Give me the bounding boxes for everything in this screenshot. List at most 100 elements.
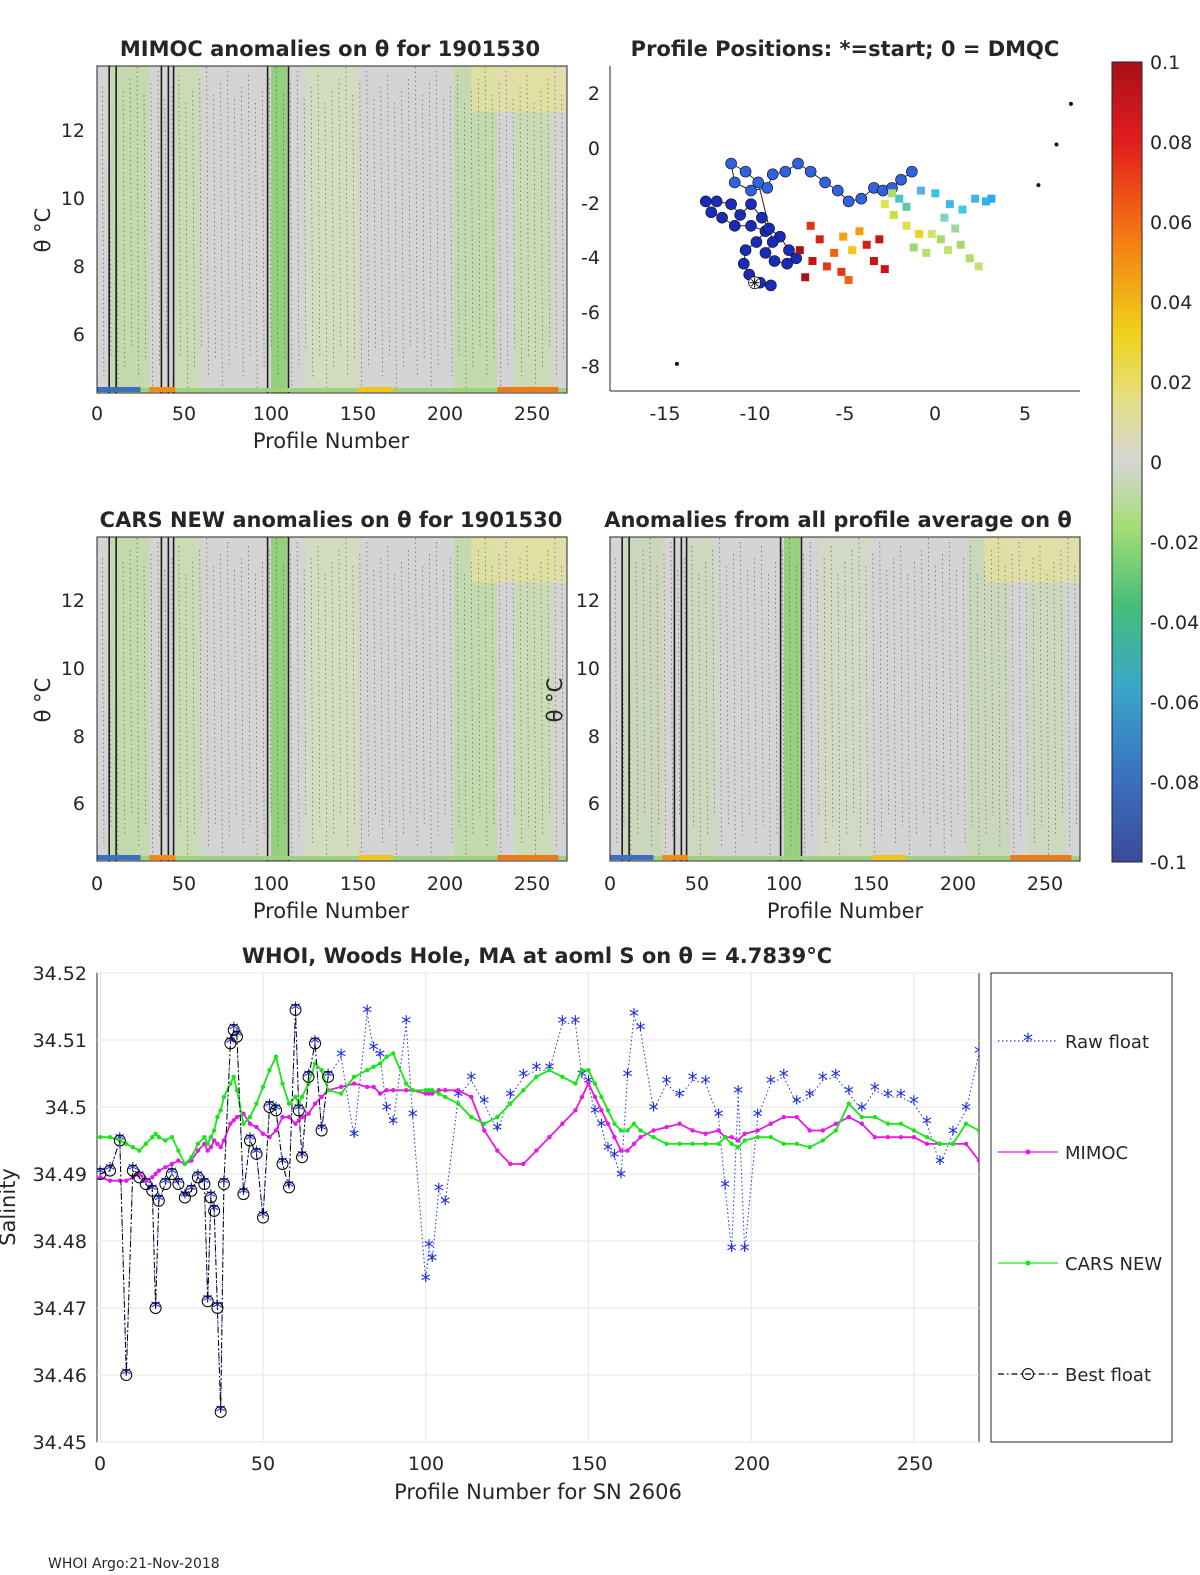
data-point	[338, 1084, 344, 1090]
contour-line	[656, 565, 660, 827]
data-point	[150, 1175, 155, 1180]
anomaly-band	[97, 856, 567, 860]
contour-line	[677, 569, 680, 817]
data-point	[599, 1108, 604, 1113]
data-point	[126, 1164, 139, 1177]
data-point	[124, 1178, 129, 1183]
data-point	[302, 1070, 315, 1083]
data-point	[292, 1104, 305, 1117]
anomaly-band	[784, 537, 800, 861]
data-point: *	[792, 1092, 802, 1116]
contour-line	[698, 573, 701, 857]
profile-position	[761, 182, 774, 194]
x-tick: 200	[734, 1453, 770, 1475]
data-point	[205, 1148, 210, 1153]
contour-line	[1004, 565, 1008, 827]
profile-position	[880, 265, 889, 274]
data-point: *	[629, 1005, 639, 1029]
contour-line	[422, 94, 425, 359]
contour-line	[649, 537, 653, 847]
contour-line	[540, 561, 543, 837]
x-tick: 50	[251, 1453, 275, 1475]
data-point: *	[427, 1249, 437, 1273]
contour-line	[614, 557, 618, 847]
y-axis-label: θ °C	[31, 208, 55, 253]
x-tick: 200	[427, 873, 463, 895]
start-marker	[750, 278, 759, 287]
data-point	[833, 1128, 838, 1133]
data-point	[423, 1091, 428, 1096]
x-tick: 50	[685, 873, 709, 895]
heatmap-background	[610, 537, 1080, 861]
contour-line	[795, 565, 799, 827]
contour-line	[429, 553, 432, 857]
contour-line	[914, 561, 917, 837]
data-point	[384, 1088, 389, 1093]
profile-position	[710, 195, 723, 208]
data-point	[315, 1124, 328, 1137]
profile-position	[922, 248, 931, 257]
contour-line	[635, 561, 639, 837]
data-point	[384, 1054, 389, 1059]
profile-position	[974, 262, 983, 271]
data-point: *	[623, 1065, 633, 1089]
contour-line	[101, 557, 105, 847]
data-point	[781, 1141, 786, 1147]
data-point	[286, 1101, 292, 1106]
profile-position	[779, 165, 792, 178]
data-point	[182, 1161, 188, 1167]
data-point: *	[766, 1072, 776, 1096]
colorbar-ticks: 0.1 0.08 0.06 0.04 0.02 0 -0.02 -0.04 -0…	[1150, 52, 1199, 874]
data-point: *	[727, 1239, 737, 1263]
contour-line	[317, 545, 321, 827]
contour-line	[143, 94, 147, 359]
data-point	[443, 1094, 448, 1100]
data-point	[296, 1151, 309, 1164]
legend-box	[990, 972, 1173, 1443]
data-point	[113, 1134, 126, 1147]
contour-line	[1074, 565, 1077, 827]
data-point	[260, 1084, 266, 1090]
legend-best: Best float	[998, 1365, 1151, 1386]
y-tick: 34.45	[33, 1432, 87, 1454]
dot-marker-icon	[1025, 1260, 1031, 1266]
profile-position	[745, 219, 757, 232]
panel-cars: CARS NEW anomalies on θ for 1901530 0 50…	[31, 508, 568, 923]
profile-position	[766, 168, 779, 181]
y-tick: 10	[61, 658, 85, 680]
data-point	[169, 1134, 175, 1140]
x-tick: 100	[766, 873, 802, 895]
data-point	[169, 1161, 175, 1167]
data-point	[605, 1108, 611, 1113]
colorbar-tick: 0.04	[1150, 292, 1192, 314]
data-point	[256, 1211, 269, 1224]
profile-position	[987, 194, 996, 203]
contour-line	[526, 545, 530, 827]
data-point: *	[424, 1236, 434, 1260]
anomaly-band	[453, 66, 498, 393]
data-point	[263, 1101, 276, 1113]
contour-line	[108, 545, 112, 827]
y-tick: 12	[61, 590, 85, 612]
data-point: *	[831, 1065, 841, 1089]
data-point	[456, 1101, 461, 1106]
data-point	[234, 1088, 240, 1093]
anomaly-band	[471, 537, 567, 583]
anomaly-band	[358, 387, 393, 392]
data-point: *	[740, 1239, 750, 1263]
data-point	[270, 1104, 283, 1117]
data-point	[443, 1088, 448, 1093]
data-point	[859, 1114, 865, 1120]
data-point: *	[323, 1065, 333, 1089]
contour-line	[436, 70, 439, 369]
data-point	[521, 1088, 526, 1093]
x-tick-labels: -15 -10 -5 0 5	[649, 403, 1031, 425]
data-point	[631, 1141, 637, 1147]
contour-line	[150, 82, 154, 389]
data-point: *	[844, 1082, 854, 1106]
axes-frame	[609, 536, 1081, 862]
data-point: *	[870, 1078, 880, 1102]
x-tick: -5	[836, 403, 855, 425]
data-point	[768, 1121, 773, 1126]
data-point	[152, 1194, 165, 1207]
